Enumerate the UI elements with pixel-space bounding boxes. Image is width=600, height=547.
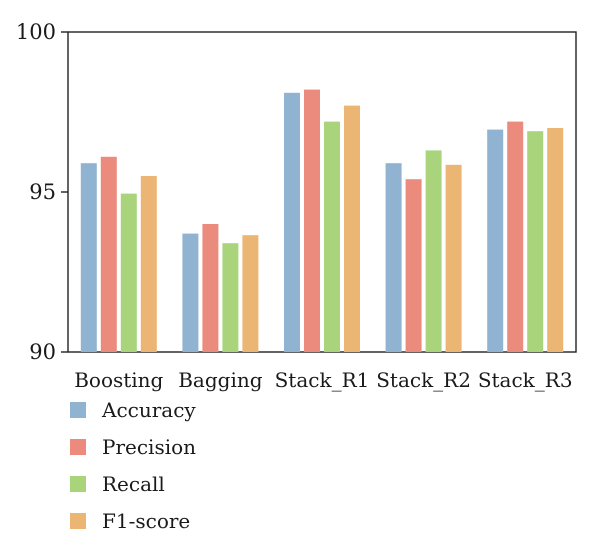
bar-precision-boosting [100, 156, 117, 352]
bar-accuracy-stack-r2 [385, 163, 402, 352]
bar-recall-boosting [120, 193, 137, 352]
y-tick-label: 100 [16, 20, 56, 44]
bar-precision-stack-r3 [507, 121, 524, 352]
legend-label: F1-score [102, 509, 190, 533]
x-tick-label: Stack_R2 [376, 368, 471, 392]
bar-precision-stack-r2 [405, 179, 422, 352]
bar-series [80, 89, 564, 353]
bar-f1-score-stack-r3 [547, 128, 564, 352]
bar-f1-score-bagging [242, 235, 259, 352]
x-axis-labels: Boosting Bagging Stack_R1 Stack_R2 Stack_R3 [74, 368, 572, 392]
bar-recall-stack-r1 [324, 121, 340, 352]
bar-accuracy-stack-r1 [284, 92, 300, 353]
legend-swatch [70, 476, 86, 492]
y-tick-label: 90 [29, 340, 56, 364]
bar-precision-stack-r1 [304, 89, 320, 352]
legend-label: Precision [102, 435, 196, 459]
legend-swatch [70, 513, 86, 529]
y-axis: 90 95 100 [16, 20, 68, 364]
legend-label: Recall [102, 472, 165, 496]
legend-label: Accuracy [101, 398, 196, 422]
x-tick-label: Bagging [178, 368, 263, 392]
x-tick-label: Boosting [74, 368, 163, 392]
bar-accuracy-boosting [80, 163, 97, 352]
bar-accuracy-stack-r3 [487, 129, 504, 352]
bar-f1-score-boosting [140, 176, 157, 352]
bar-recall-stack-r2 [425, 150, 442, 352]
bar-accuracy-bagging [182, 233, 199, 352]
x-tick-label: Stack_R3 [478, 368, 573, 392]
bar-recall-stack-r3 [527, 131, 544, 352]
legend-swatch [70, 402, 86, 418]
x-tick-label: Stack_R1 [275, 368, 370, 392]
legend-swatch [70, 439, 86, 455]
y-tick-label: 95 [29, 180, 56, 204]
bar-f1-score-stack-r1 [344, 105, 360, 352]
bar-precision-bagging [202, 224, 219, 352]
legend: Accuracy Precision Recall F1-score [70, 398, 196, 533]
bar-recall-bagging [222, 243, 239, 352]
bar-f1-score-stack-r2 [445, 164, 462, 352]
